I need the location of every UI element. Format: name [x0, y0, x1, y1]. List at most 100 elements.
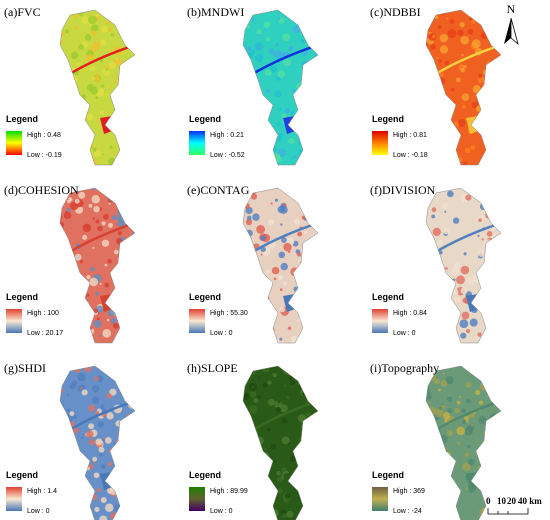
legend-low: Low : 0 — [393, 330, 416, 337]
map-patch — [495, 366, 501, 368]
map-patch — [118, 260, 127, 269]
scale-label: 20 — [507, 496, 517, 506]
map-patch — [280, 262, 289, 271]
map-patch — [427, 406, 437, 415]
map-patch — [445, 266, 448, 270]
map-patch — [54, 106, 57, 109]
map-patch — [428, 10, 432, 13]
legend-ramp — [372, 131, 388, 155]
map-patch — [248, 482, 257, 491]
map-patch — [65, 29, 70, 34]
map-patch — [120, 468, 128, 476]
map-patch — [497, 412, 501, 418]
map-patch — [272, 491, 278, 497]
map-patch — [479, 461, 487, 470]
map-patch — [490, 35, 494, 39]
map-patch — [306, 342, 310, 343]
map-patch — [314, 21, 318, 26]
map-patch — [431, 428, 437, 433]
map-patch — [85, 430, 94, 438]
map-patch — [60, 17, 64, 21]
map-patch — [438, 59, 442, 63]
map-patch — [251, 299, 255, 303]
map-patch — [449, 19, 455, 24]
map-patch — [60, 145, 65, 152]
map-patch — [118, 282, 127, 291]
map-patch — [98, 446, 105, 453]
map-patch — [122, 500, 127, 505]
map-patch — [91, 24, 99, 32]
map-patch — [307, 443, 311, 447]
map-patch — [315, 220, 318, 228]
map-patch — [306, 251, 311, 255]
map-patch — [453, 121, 459, 127]
legend-ramp — [6, 309, 22, 333]
map-patch — [105, 19, 111, 25]
map-patch — [293, 155, 298, 159]
map-patch — [495, 282, 499, 286]
map-patch — [94, 149, 101, 157]
map-patch — [126, 473, 130, 477]
map-patch — [477, 332, 482, 337]
map-patch — [440, 153, 449, 163]
map-patch — [307, 432, 311, 436]
map-patch — [237, 339, 242, 344]
map-patch — [426, 500, 430, 508]
map-patch — [479, 299, 488, 308]
map-patch — [292, 370, 296, 375]
map-patch — [52, 83, 57, 88]
map-patch — [303, 282, 307, 286]
map-patch — [86, 274, 91, 280]
map-patch — [476, 10, 485, 16]
map-patch — [426, 338, 428, 343]
map-patch — [247, 469, 252, 473]
map-patch — [454, 407, 461, 414]
map-patch — [250, 478, 259, 487]
map-patch — [419, 403, 425, 409]
map-patch — [461, 408, 467, 413]
map-patch — [485, 93, 495, 103]
map-patch — [70, 297, 75, 302]
map-patch — [81, 16, 90, 25]
map-patch — [447, 190, 454, 198]
map-patch — [62, 306, 69, 313]
map-patch — [252, 468, 257, 473]
map-patch — [130, 190, 135, 198]
legend-high: High : 100 — [27, 310, 59, 317]
map-patch — [426, 452, 428, 457]
map-patch — [244, 86, 247, 89]
map-patch — [95, 73, 99, 77]
map-patch — [288, 137, 295, 145]
legend-ramp — [6, 131, 22, 155]
map-patch — [88, 423, 95, 430]
map-patch — [444, 210, 447, 213]
map-patch — [460, 332, 467, 339]
map-patch — [60, 462, 62, 471]
map-patch — [469, 318, 478, 327]
map-patch — [267, 398, 275, 406]
map-patch — [483, 125, 490, 133]
map-patch — [122, 507, 128, 512]
map-patch — [313, 91, 318, 95]
map-patch — [500, 394, 501, 402]
map-patch — [243, 324, 247, 332]
map-patch — [460, 35, 469, 45]
map-patch — [483, 239, 493, 248]
map-patch — [129, 90, 135, 95]
map-patch — [441, 202, 449, 210]
map-patch — [65, 33, 68, 36]
map-patch — [498, 264, 501, 270]
map-patch — [62, 514, 66, 517]
map-patch — [434, 324, 440, 331]
map-patch — [95, 291, 100, 296]
map-patch — [257, 188, 265, 191]
legend-title: Legend — [6, 292, 38, 302]
map-patch — [64, 487, 68, 491]
legend-high: High : 369 — [393, 488, 425, 495]
map-patch — [243, 77, 249, 82]
map-patch — [92, 217, 95, 220]
map-patch — [441, 404, 446, 409]
map-patch — [300, 21, 305, 26]
map-patch — [102, 328, 112, 338]
map-patch — [445, 17, 449, 20]
